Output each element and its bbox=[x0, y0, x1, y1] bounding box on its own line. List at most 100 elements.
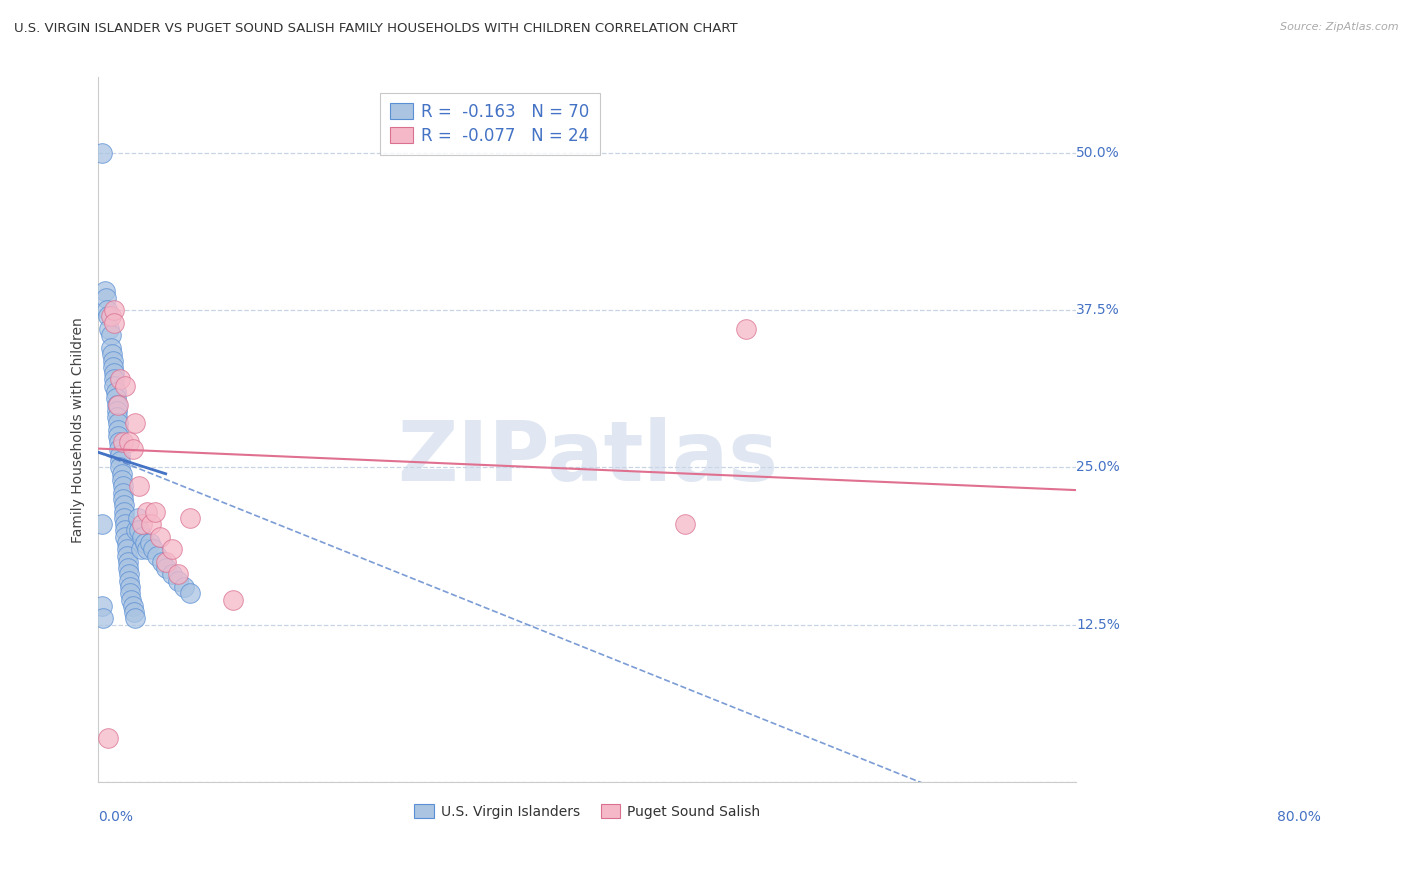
Point bbox=[118, 567, 141, 582]
Point bbox=[139, 536, 162, 550]
Point bbox=[167, 567, 190, 582]
Point bbox=[673, 517, 696, 532]
Point bbox=[115, 549, 138, 563]
Point bbox=[97, 731, 120, 745]
Text: 80.0%: 80.0% bbox=[1277, 810, 1320, 824]
Point bbox=[111, 473, 134, 487]
Point bbox=[128, 479, 150, 493]
Point bbox=[111, 467, 134, 481]
Point bbox=[173, 580, 195, 594]
Point bbox=[179, 510, 201, 524]
Point bbox=[110, 448, 132, 462]
Text: 37.5%: 37.5% bbox=[1077, 303, 1121, 318]
Point bbox=[160, 542, 183, 557]
Text: 25.0%: 25.0% bbox=[1077, 460, 1121, 475]
Point bbox=[98, 322, 121, 336]
Point bbox=[120, 592, 142, 607]
Point bbox=[112, 498, 135, 512]
Point bbox=[105, 398, 128, 412]
Point bbox=[100, 310, 122, 324]
Point bbox=[91, 599, 114, 613]
Point bbox=[127, 510, 149, 524]
Point bbox=[142, 542, 165, 557]
Point bbox=[146, 549, 169, 563]
Text: 50.0%: 50.0% bbox=[1077, 146, 1121, 160]
Point bbox=[112, 504, 135, 518]
Point bbox=[104, 384, 127, 399]
Point bbox=[103, 316, 125, 330]
Point bbox=[155, 561, 177, 575]
Point bbox=[134, 536, 156, 550]
Point bbox=[136, 504, 159, 518]
Point bbox=[100, 328, 122, 343]
Text: Source: ZipAtlas.com: Source: ZipAtlas.com bbox=[1281, 22, 1399, 32]
Point bbox=[129, 542, 152, 557]
Point bbox=[143, 504, 166, 518]
Point bbox=[139, 517, 162, 532]
Point bbox=[91, 611, 114, 625]
Point bbox=[103, 366, 125, 380]
Point bbox=[115, 542, 138, 557]
Point bbox=[107, 429, 129, 443]
Point bbox=[167, 574, 190, 588]
Point bbox=[93, 285, 115, 299]
Point bbox=[101, 347, 124, 361]
Point bbox=[115, 536, 138, 550]
Point bbox=[108, 442, 131, 456]
Point bbox=[222, 592, 245, 607]
Point bbox=[91, 145, 114, 160]
Point bbox=[107, 398, 129, 412]
Point bbox=[101, 353, 124, 368]
Point bbox=[96, 303, 118, 318]
Point bbox=[114, 530, 136, 544]
Point bbox=[114, 517, 136, 532]
Point bbox=[100, 341, 122, 355]
Point bbox=[118, 574, 141, 588]
Point bbox=[97, 310, 120, 324]
Point bbox=[131, 517, 153, 532]
Point bbox=[111, 491, 134, 506]
Point bbox=[111, 485, 134, 500]
Point bbox=[103, 303, 125, 318]
Point bbox=[160, 567, 183, 582]
Point bbox=[108, 435, 131, 450]
Point bbox=[136, 542, 159, 557]
Y-axis label: Family Households with Children: Family Households with Children bbox=[72, 317, 86, 542]
Point bbox=[128, 524, 150, 538]
Point bbox=[155, 555, 177, 569]
Point bbox=[112, 510, 135, 524]
Point bbox=[131, 530, 153, 544]
Point bbox=[94, 291, 117, 305]
Point bbox=[103, 372, 125, 386]
Point bbox=[121, 442, 143, 456]
Point bbox=[101, 359, 124, 374]
Point bbox=[117, 561, 139, 575]
Point bbox=[121, 599, 143, 613]
Text: 0.0%: 0.0% bbox=[98, 810, 134, 824]
Text: U.S. VIRGIN ISLANDER VS PUGET SOUND SALISH FAMILY HOUSEHOLDS WITH CHILDREN CORRE: U.S. VIRGIN ISLANDER VS PUGET SOUND SALI… bbox=[14, 22, 738, 36]
Point bbox=[107, 417, 129, 431]
Point bbox=[125, 524, 148, 538]
Point bbox=[148, 530, 170, 544]
Point bbox=[117, 555, 139, 569]
Point bbox=[107, 423, 129, 437]
Point bbox=[111, 435, 134, 450]
Point bbox=[118, 435, 141, 450]
Point bbox=[110, 454, 132, 468]
Point bbox=[735, 322, 758, 336]
Point bbox=[110, 460, 132, 475]
Point bbox=[105, 404, 128, 418]
Text: ZIPatlas: ZIPatlas bbox=[396, 417, 778, 499]
Point bbox=[91, 517, 114, 532]
Point bbox=[124, 417, 146, 431]
Point bbox=[114, 378, 136, 392]
Point bbox=[114, 524, 136, 538]
Point bbox=[120, 586, 142, 600]
Point bbox=[122, 605, 145, 619]
Point bbox=[120, 580, 142, 594]
Point bbox=[105, 410, 128, 425]
Legend: U.S. Virgin Islanders, Puget Sound Salish: U.S. Virgin Islanders, Puget Sound Salis… bbox=[409, 799, 766, 824]
Point bbox=[104, 391, 127, 405]
Point bbox=[103, 378, 125, 392]
Point bbox=[179, 586, 201, 600]
